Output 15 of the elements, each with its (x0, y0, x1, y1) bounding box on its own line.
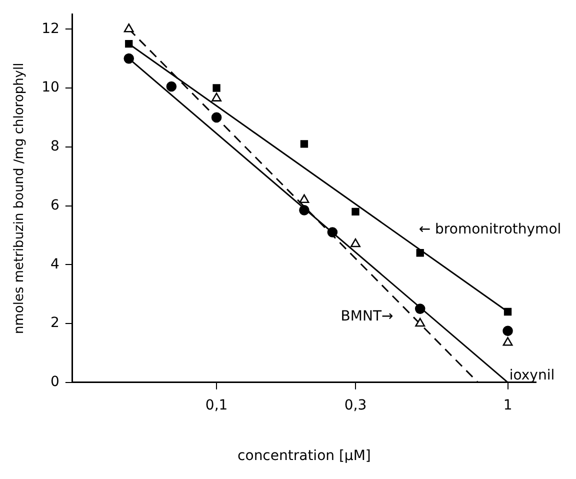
annotation: BMNT→ (340, 308, 394, 325)
y-tick-label: 2 (50, 315, 60, 332)
x-axis-title: concentration [μM] (238, 448, 371, 464)
y-axis-title: nmoles metribuzin bound /mg chlorophyll (12, 62, 28, 334)
y-tick-label: 8 (50, 138, 60, 155)
y-tick-label: 6 (50, 197, 60, 214)
y-tick-label: 10 (42, 80, 60, 96)
y-tick-label: 12 (42, 20, 60, 37)
x-tick-label: 1 (503, 397, 512, 414)
x-tick-label: 0,1 (205, 397, 228, 414)
y-tick-label: 4 (50, 256, 60, 272)
annotation: ioxynil (509, 368, 555, 384)
x-tick-label: 0,3 (344, 397, 367, 414)
y-tick-label: 0 (50, 374, 60, 390)
annotation: ← bromonitrothymol (418, 222, 562, 238)
